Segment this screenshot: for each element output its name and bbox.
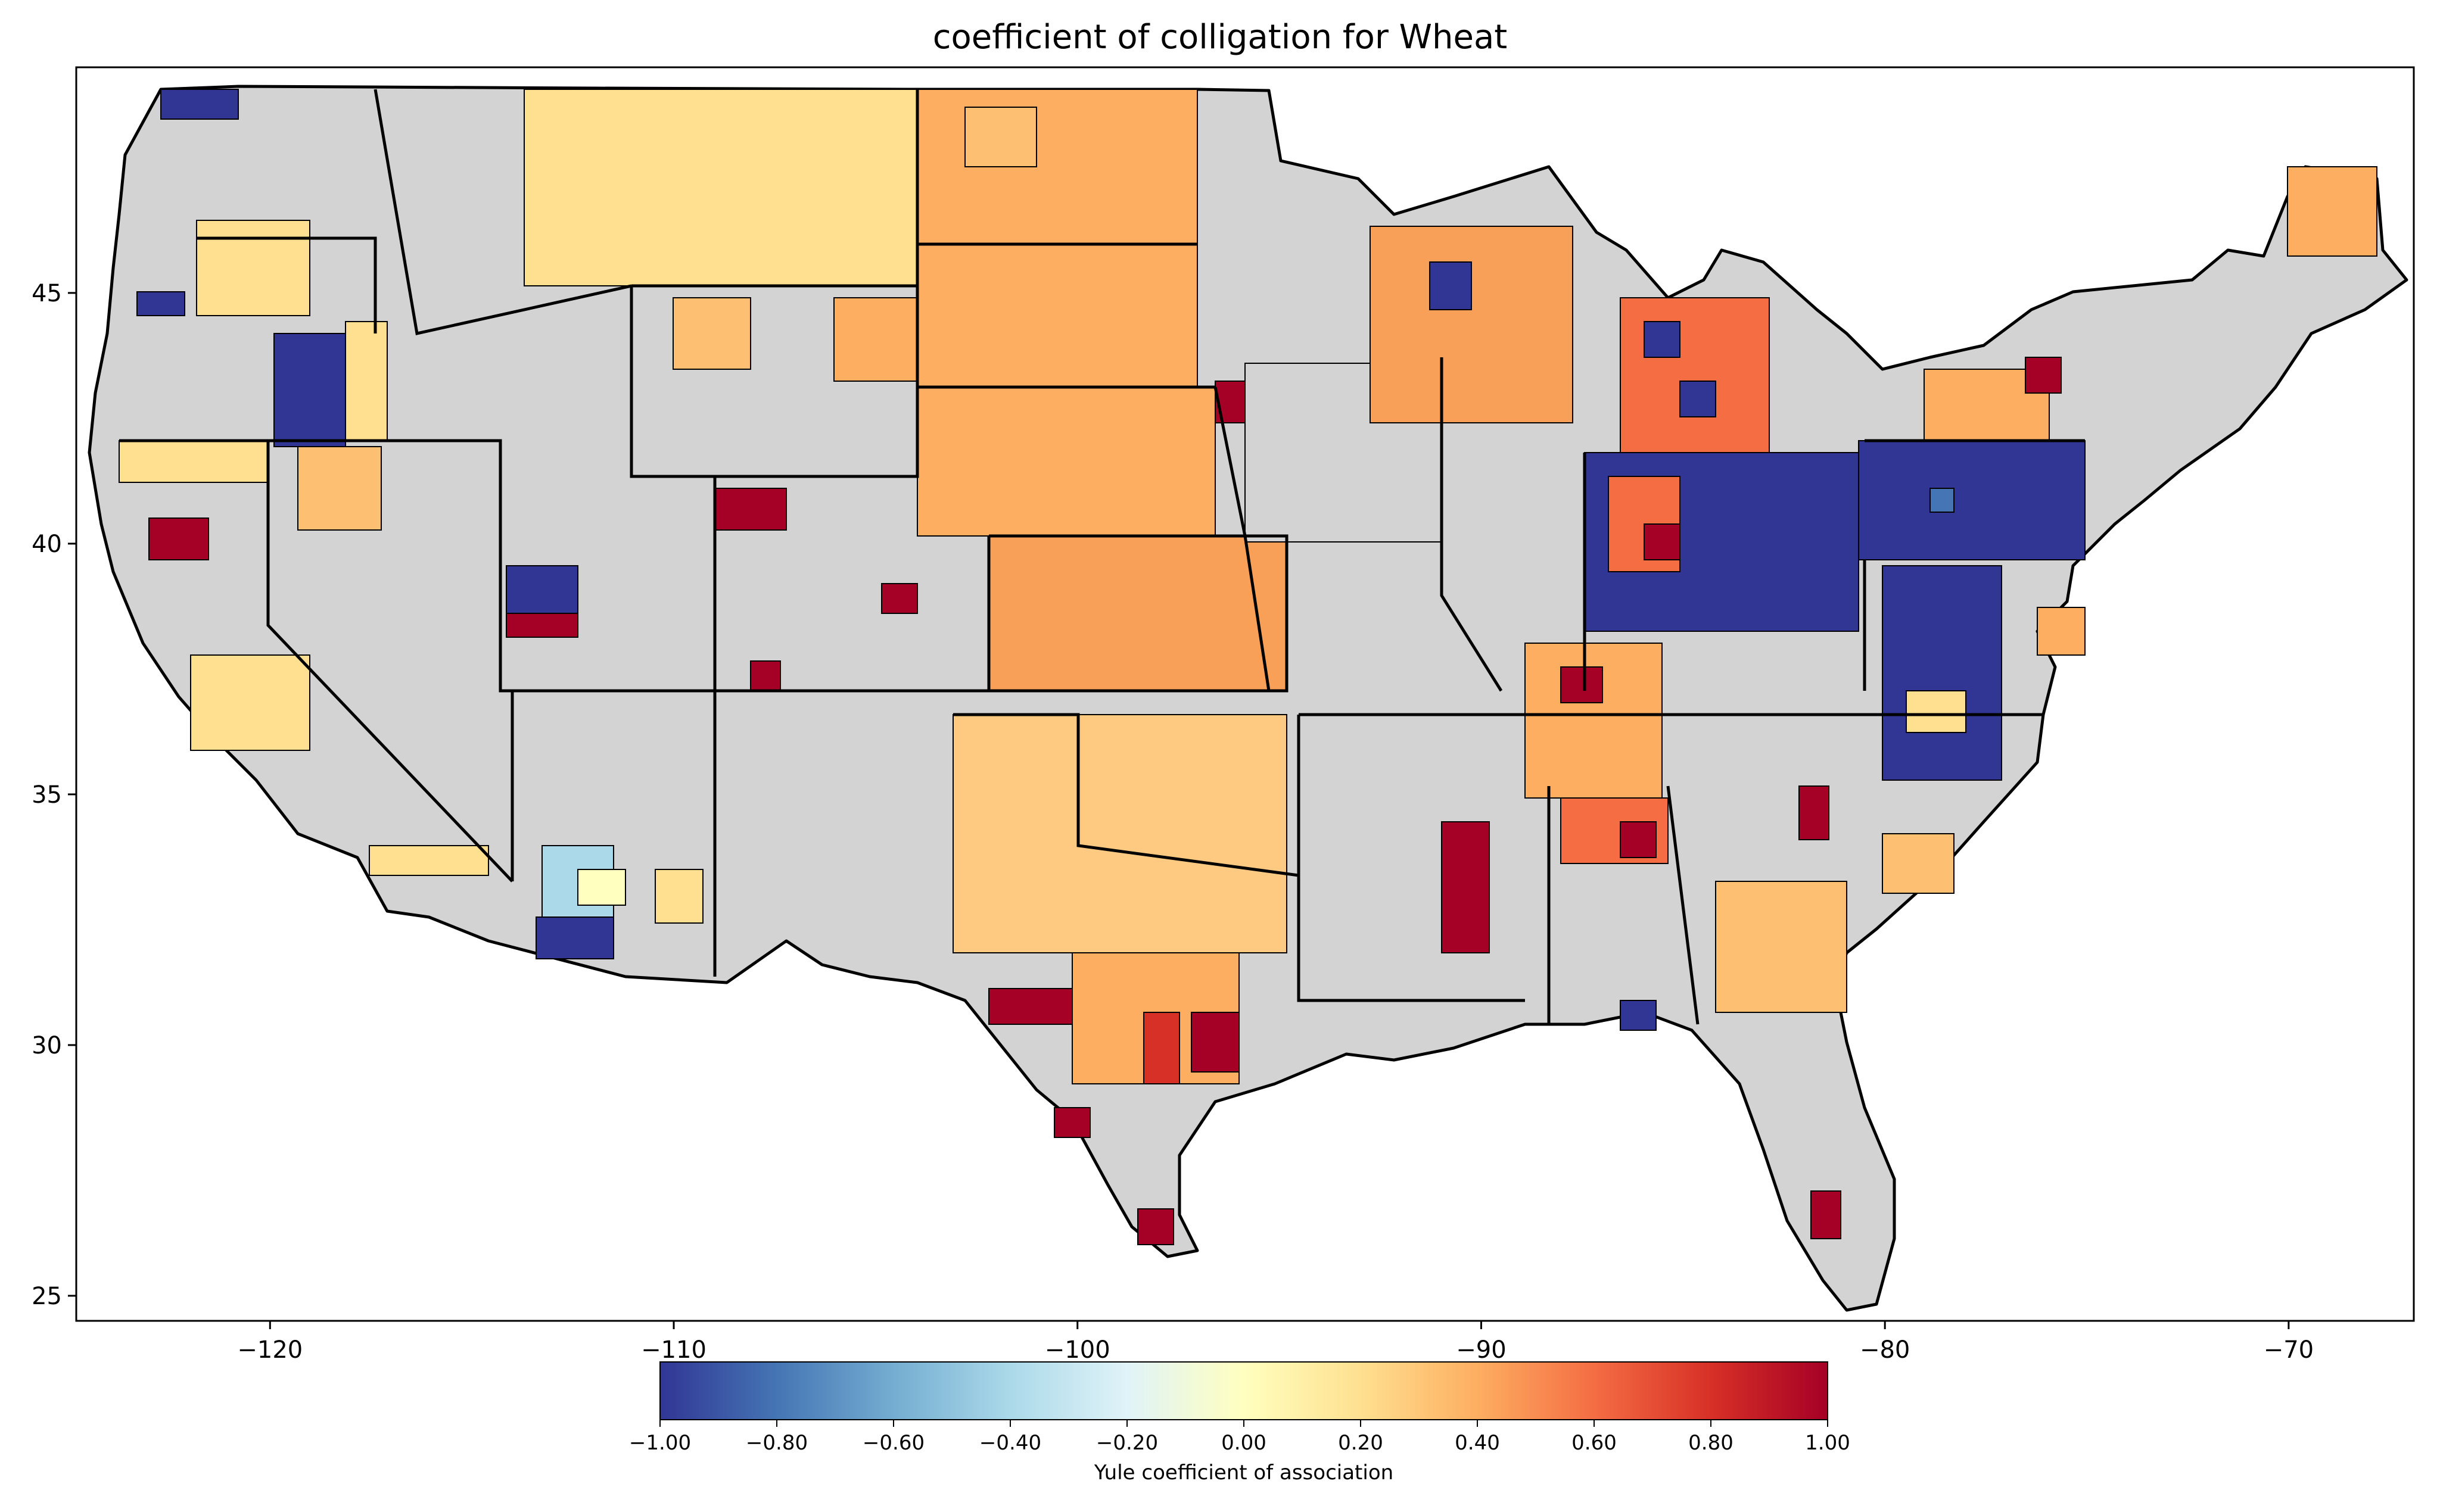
- y-tick-label: 30: [32, 1032, 62, 1059]
- x-tick-label: −70: [2264, 1336, 2314, 1364]
- map-title: coefficient of colligation for Wheat: [932, 18, 1508, 57]
- colorbar: −1.00 −0.80 −0.60 −0.40 −0.20 0.00 0.20 0.40 0.6…: [629, 1361, 1850, 1485]
- x-tick-label: −120: [237, 1336, 303, 1364]
- colorbar-tick-label: −1.00: [629, 1431, 691, 1455]
- map-plot-area: [75, 66, 2415, 1322]
- colorbar-tick-label: 0.00: [1221, 1431, 1266, 1455]
- colorbar-tick-label: 1.00: [1805, 1431, 1850, 1455]
- y-tick-label: 25: [32, 1283, 62, 1310]
- colorbar-gradient: [659, 1361, 1828, 1420]
- colorbar-ticks: −1.00 −0.80 −0.60 −0.40 −0.20 0.00 0.20 0.40 0.6…: [629, 1420, 1850, 1455]
- x-tick-label: −80: [1860, 1336, 1910, 1364]
- x-axis: −120 −110 −100 −90 −80 −70: [237, 1321, 2314, 1364]
- state-boundaries: [119, 89, 2085, 1025]
- county-regions: [119, 89, 2377, 1245]
- y-tick-label: 45: [32, 280, 62, 307]
- colorbar-label: Yule coefficient of association: [1094, 1461, 1393, 1485]
- y-tick-label: 35: [32, 781, 62, 809]
- colorbar-tick-label: 0.80: [1688, 1431, 1733, 1455]
- colorbar-tick-label: −0.20: [1096, 1431, 1158, 1455]
- colorbar-tick-label: −0.60: [863, 1431, 925, 1455]
- colorbar-tick-label: 0.20: [1338, 1431, 1383, 1455]
- x-tick-label: −110: [641, 1336, 707, 1364]
- plot-frame: [75, 66, 2415, 1322]
- y-tick-label: 40: [32, 531, 62, 558]
- colorbar-tick-label: −0.40: [979, 1431, 1041, 1455]
- y-axis: 25 30 35 40 45: [32, 280, 76, 1310]
- x-tick-label: −90: [1456, 1336, 1506, 1364]
- colorbar-tick-label: 0.60: [1571, 1431, 1617, 1455]
- colorbar-tick-label: 0.40: [1455, 1431, 1500, 1455]
- colorbar-tick-label: −0.80: [746, 1431, 808, 1455]
- x-tick-label: −100: [1045, 1336, 1110, 1364]
